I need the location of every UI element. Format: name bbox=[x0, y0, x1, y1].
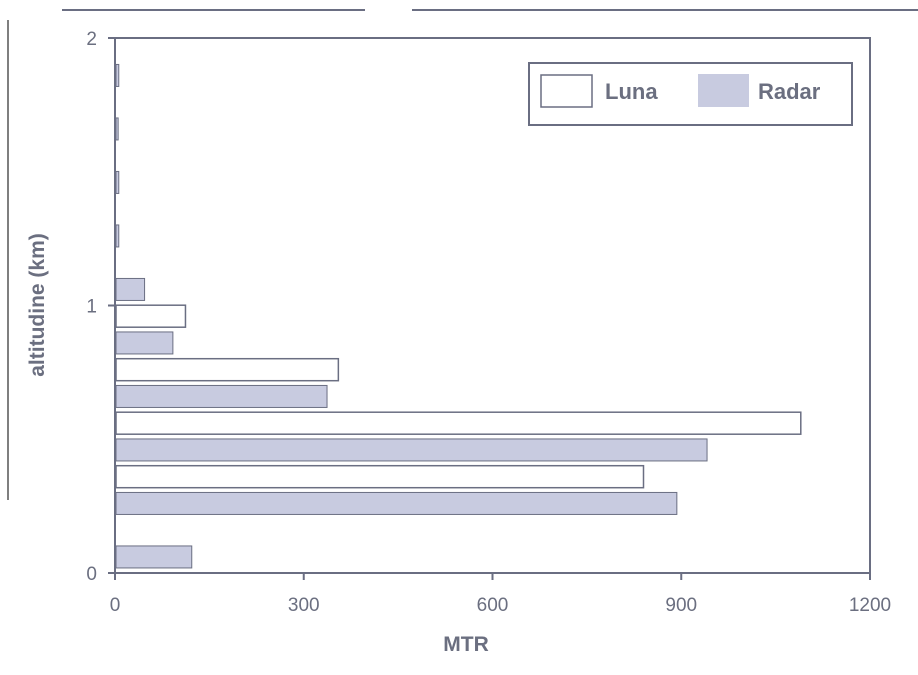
x-tick-label-300: 300 bbox=[288, 595, 320, 616]
x-tick-label-1200: 1200 bbox=[849, 595, 891, 616]
bar-radar-9 bbox=[115, 63, 120, 87]
bar-radar-7 bbox=[115, 170, 120, 194]
bar-luna-1 bbox=[115, 411, 802, 435]
ticks-layer: 0 300 600 900 1200 0 1 2 bbox=[86, 29, 891, 616]
bar-radar-0 bbox=[115, 545, 193, 569]
bar-radar-2 bbox=[115, 438, 708, 462]
bar-luna-2 bbox=[115, 357, 340, 382]
x-tick-label-600: 600 bbox=[477, 595, 509, 616]
legend-swatch-luna bbox=[540, 74, 593, 108]
legend-swatch-radar bbox=[698, 74, 749, 107]
bar-luna-3 bbox=[115, 304, 187, 328]
x-tick-label-0: 0 bbox=[110, 595, 121, 616]
bar-radar-6 bbox=[115, 224, 120, 248]
y-tick-label-2: 2 bbox=[86, 29, 97, 50]
bars-layer bbox=[115, 63, 802, 569]
y-tick-label-1: 1 bbox=[86, 297, 97, 318]
y-tick-label-0: 0 bbox=[86, 564, 97, 585]
x-axis-title: MTR bbox=[443, 633, 489, 656]
bar-radar-1 bbox=[115, 491, 678, 515]
y-axis-title: altitudine (km) bbox=[26, 233, 49, 377]
bar-luna-0 bbox=[115, 464, 645, 489]
x-tick-label-900: 900 bbox=[665, 595, 697, 616]
bar-radar-4 bbox=[115, 331, 174, 355]
legend-label-luna: Luna bbox=[605, 79, 658, 104]
bar-radar-5 bbox=[115, 277, 146, 301]
bar-radar-8 bbox=[115, 117, 119, 141]
legend-label-radar: Radar bbox=[758, 79, 821, 104]
legend: Luna Radar bbox=[528, 62, 853, 126]
bar-radar-3 bbox=[115, 384, 328, 408]
